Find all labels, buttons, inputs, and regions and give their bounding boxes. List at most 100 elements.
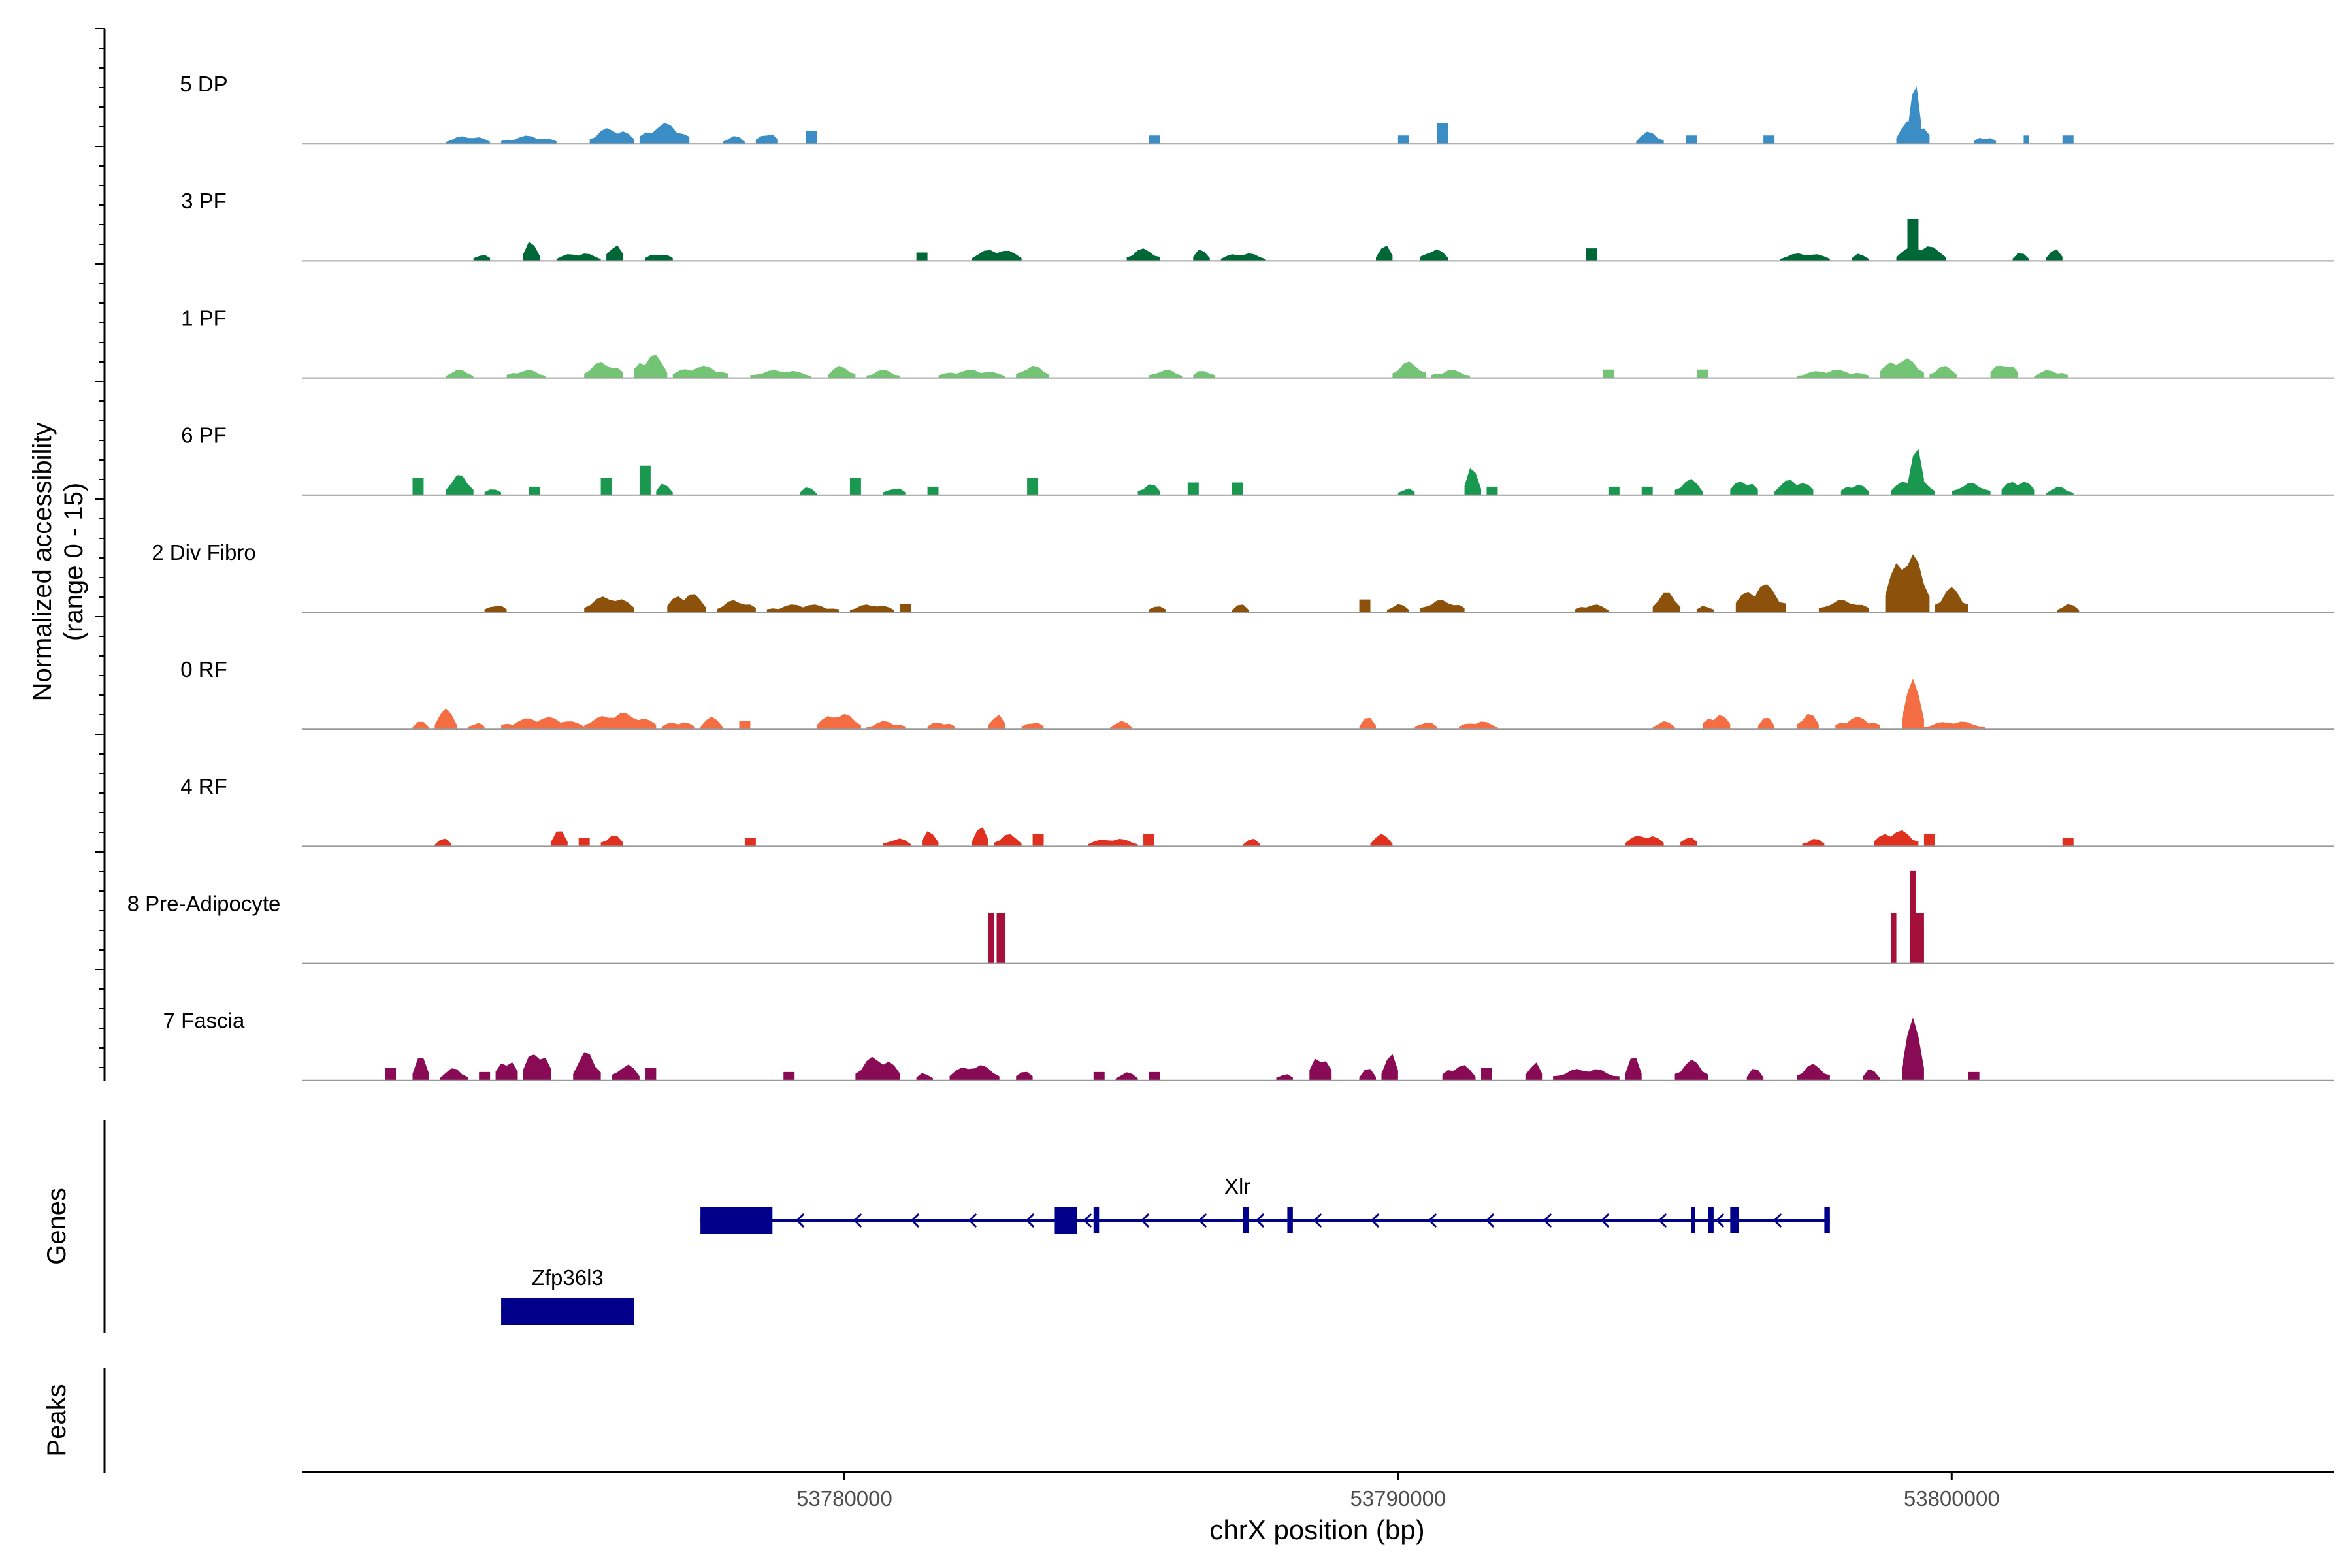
coverage-peak <box>1459 721 1498 730</box>
strand-arrow <box>853 1213 862 1228</box>
coverage-peak <box>1442 1065 1476 1081</box>
coverage-peak <box>1243 838 1260 847</box>
coverage-peak <box>1437 122 1448 144</box>
coverage-peak <box>849 478 861 495</box>
coverage-peak <box>883 838 911 847</box>
coverage-peak <box>1027 478 1039 495</box>
coverage-peak <box>645 254 673 261</box>
track-6-pf: 6 PF <box>181 423 2334 496</box>
gene-exon <box>700 1207 773 1234</box>
track-4-rf: 4 RF <box>180 774 2334 847</box>
coverage-peak <box>1902 1017 1924 1081</box>
coverage-peak <box>972 827 988 847</box>
coverage-peak <box>1016 365 1050 378</box>
gene-exon <box>1243 1207 1249 1233</box>
coverage-peak <box>672 365 728 378</box>
coverage-peak <box>412 478 424 495</box>
strand-arrow <box>1313 1213 1322 1228</box>
coverage-peak <box>1863 1069 1880 1081</box>
coverage-peak <box>1016 1071 1033 1081</box>
coverage-peak <box>1652 721 1675 730</box>
x-axis-ticks: 53780000 53790000 53800000 <box>796 1472 2000 1511</box>
coverage-peak <box>1149 370 1183 378</box>
track-label: 5 DP <box>180 72 227 96</box>
coverage-peak <box>434 838 451 847</box>
coverage-peak <box>1896 121 1930 144</box>
strand-arrow <box>1716 1213 1725 1228</box>
coverage-peak <box>606 245 623 261</box>
gene-label: Xlr <box>1224 1174 1250 1198</box>
gene-exon <box>1093 1207 1100 1233</box>
coverage-peak <box>1386 604 1409 612</box>
coverage-peak <box>667 594 706 612</box>
coverage-peak <box>1137 484 1160 495</box>
coverage-peak <box>1874 830 1919 847</box>
strand-arrow <box>1773 1213 1782 1228</box>
coverage-peak <box>446 136 491 144</box>
track-label: 1 PF <box>181 306 227 330</box>
coverage-peak <box>1935 587 1968 612</box>
coverage-peak <box>584 713 657 730</box>
coverage-peak <box>2001 482 2035 495</box>
coverage-peak <box>1923 834 1935 847</box>
coverage-peak <box>473 254 491 261</box>
coverage-peak <box>1990 365 2018 378</box>
coverage-peak <box>1126 248 1160 261</box>
coverage-peak <box>1414 723 1437 730</box>
coverage-peak <box>589 128 634 144</box>
gene-exon <box>1287 1207 1293 1233</box>
coverage-peak <box>1929 366 1957 378</box>
strand-arrow <box>968 1213 977 1228</box>
coverage-peak <box>1896 246 1946 261</box>
coverage-peak <box>1359 599 1371 612</box>
coverage-peak <box>2034 370 2068 378</box>
coverage-peak <box>600 835 623 847</box>
track-1-pf: 1 PF <box>181 306 2334 379</box>
coverage-peak <box>446 475 474 495</box>
strand-arrow <box>1486 1213 1495 1228</box>
coverage-tracks: 5 DP 3 PF 1 PF 6 PF 2 Div Fibro 0 RF 4 RF 8 Pre… <box>127 72 2334 1081</box>
coverage-peak <box>1575 604 1609 612</box>
coverage-peak <box>412 1058 429 1081</box>
coverage-peak <box>1746 1069 1764 1081</box>
coverage-peak <box>1431 369 1471 378</box>
coverage-peak <box>1840 485 1869 495</box>
coverage-peak <box>1757 717 1775 730</box>
coverage-peak <box>1420 249 1448 261</box>
peaks-panel: Peaks <box>42 1368 106 1473</box>
coverage-peak <box>1220 253 1266 261</box>
coverage-peak <box>1923 721 1985 730</box>
gene-exon <box>1824 1207 1830 1233</box>
coverage-peak <box>1110 721 1133 730</box>
coverage-peak <box>922 831 939 847</box>
coverage-peak <box>385 1068 397 1081</box>
coverage-peak <box>446 370 474 378</box>
coverage-peak <box>468 723 485 730</box>
coverage-peak <box>755 134 778 144</box>
coverage-peak <box>1309 1058 1332 1081</box>
coverage-peak <box>1835 716 1880 730</box>
coverage-peak <box>1625 836 1664 847</box>
coverage-peak <box>1193 371 1216 378</box>
gene-exon <box>1054 1207 1077 1234</box>
coverage-peak <box>1149 135 1160 144</box>
coverage-peak <box>1381 1054 1398 1081</box>
coverage-peak <box>2057 604 2080 612</box>
coverage-peak <box>634 355 668 378</box>
coverage-peak <box>1797 370 1869 378</box>
gene-exon <box>501 1298 634 1325</box>
strand-arrow <box>1141 1213 1150 1228</box>
coverage-peak <box>501 717 585 730</box>
strand-arrow <box>1371 1213 1380 1228</box>
coverage-peak <box>1359 1069 1376 1081</box>
x-tick-label: 53790000 <box>1350 1486 1446 1511</box>
coverage-peak <box>1608 486 1620 495</box>
strand-arrow <box>1198 1213 1207 1228</box>
track-label: 0 RF <box>180 657 227 681</box>
coverage-peak <box>2023 135 2029 144</box>
coverage-peak <box>1902 678 1924 730</box>
strand-arrow <box>796 1213 805 1228</box>
coverage-peak <box>988 714 1005 730</box>
coverage-peak <box>661 722 695 730</box>
coverage-peak <box>556 253 601 261</box>
